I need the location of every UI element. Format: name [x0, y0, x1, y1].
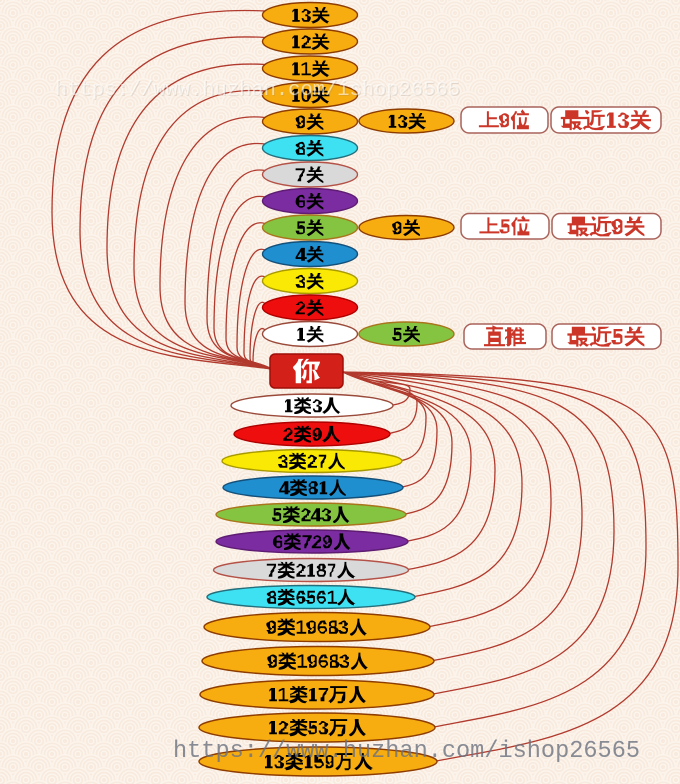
svg-text:https://www.huzhan.com/ishop26: https://www.huzhan.com/ishop26565 [173, 738, 640, 765]
svg-text:https://www.huzhan.com/ishop26: https://www.huzhan.com/ishop26565 [55, 79, 460, 102]
svg-text:https://www.huzhan.com/ishop26: https://www.huzhan.com/ishop26565 [56, 80, 461, 103]
